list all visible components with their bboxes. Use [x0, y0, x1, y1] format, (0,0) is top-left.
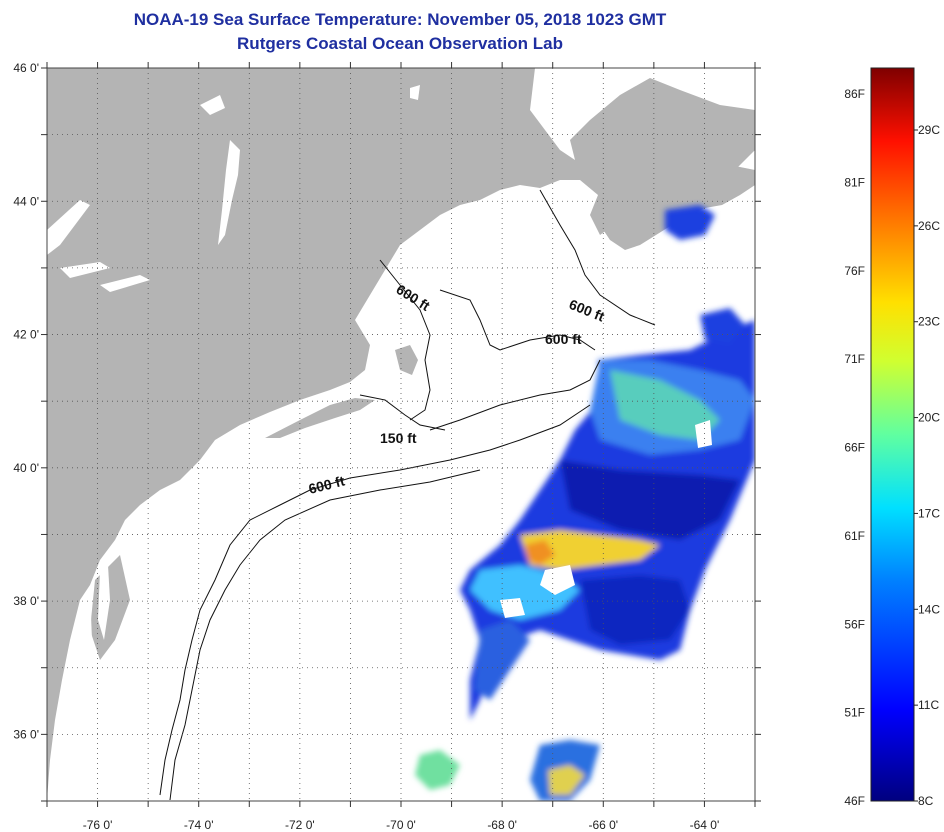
- lat-label: 38 0': [13, 594, 39, 608]
- lon-label: -74 0': [184, 818, 214, 832]
- bathymetry-contours: [159, 189, 656, 801]
- sst-swath: [415, 205, 755, 801]
- colorbar-label-f: 66F: [844, 441, 865, 455]
- lat-label: 40 0': [13, 461, 39, 475]
- lon-label: -70 0': [386, 818, 416, 832]
- lat-label: 42 0': [13, 328, 39, 342]
- colorbar-gradient: [870, 67, 915, 802]
- colorbar-label-c: 8C: [918, 794, 934, 808]
- map-grid: [47, 68, 755, 801]
- colorbar-label-f: 71F: [844, 352, 865, 366]
- colorbar-label-f: 81F: [844, 175, 865, 189]
- lon-label: -72 0': [285, 818, 315, 832]
- contour-label: 150 ft: [380, 430, 417, 446]
- colorbar-label-c: 17C: [918, 506, 940, 520]
- lat-label: 36 0': [13, 727, 39, 741]
- colorbar-label-c: 11C: [918, 698, 939, 712]
- latitude-axis: 46 0' 44 0' 42 0' 40 0' 38 0' 36 0': [13, 61, 761, 802]
- colorbar-label-f: 76F: [844, 264, 865, 278]
- lon-label: -66 0': [588, 818, 618, 832]
- colorbar-label-c: 26C: [918, 219, 940, 233]
- colorbar-label-f: 86F: [844, 87, 865, 101]
- colorbar-celsius-labels: 29C 26C 23C 20C 17C 14C 11C 8C: [914, 123, 940, 808]
- colorbar-label-f: 51F: [844, 706, 865, 720]
- colorbar-label-f: 46F: [844, 794, 865, 808]
- colorbar-label-c: 14C: [918, 602, 940, 616]
- cloud-gaps: [500, 420, 712, 618]
- colorbar-label-f: 61F: [844, 529, 865, 543]
- lon-label: -64 0': [690, 818, 720, 832]
- colorbar-label-c: 20C: [918, 411, 940, 425]
- longitude-axis: -76 0' -74 0' -72 0' -70 0' -68 0' -66 0' -64 …: [46, 62, 756, 832]
- colorbar-label-c: 23C: [918, 315, 940, 329]
- colorbar-label-c: 29C: [918, 123, 940, 137]
- map-title: NOAA-19 Sea Surface Temperature: Novembe…: [133, 10, 667, 29]
- map-subtitle: Rutgers Coastal Ocean Observation Lab: [237, 34, 563, 53]
- colorbar-fahrenheit-labels: 86F 81F 76F 71F 66F 61F 56F 51F 46F: [844, 87, 865, 808]
- contour-label: 600 ft: [545, 331, 582, 347]
- temperature-colorbar: 86F 81F 76F 71F 66F 61F 56F 51F 46F 29C 26C 23C 20C…: [844, 67, 940, 808]
- colorbar-label-f: 56F: [844, 617, 865, 631]
- lat-label: 44 0': [13, 194, 39, 208]
- lon-label: -68 0': [487, 818, 517, 832]
- lon-label: -76 0': [83, 818, 113, 832]
- lat-label: 46 0': [13, 61, 39, 75]
- inland-water: [47, 85, 420, 680]
